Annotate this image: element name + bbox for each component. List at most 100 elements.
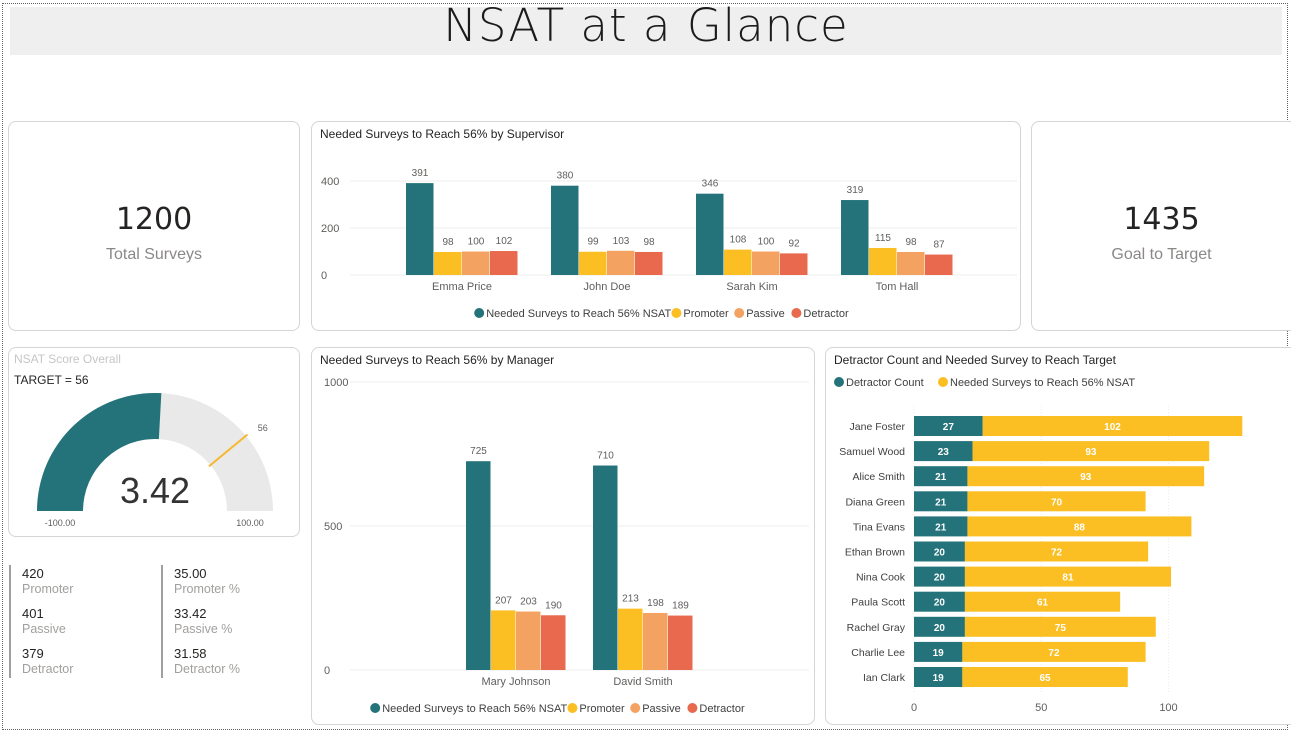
supervisor-chart-title: Needed Surveys to Reach 56% by Superviso… <box>320 127 565 141</box>
detractor-category-label: Diana Green <box>845 496 905 508</box>
manager-chart-card[interactable]: Needed Surveys to Reach 56% by Manager 0… <box>311 347 815 725</box>
manager-legend-passive: Passive <box>642 703 681 715</box>
detractor-bar-needed-surveys-to-reach-56-nsat <box>962 667 1128 687</box>
supervisor-bar-needed-surveys-to-reach-56-nsat <box>551 185 579 275</box>
detractor-bar-detractor-count <box>914 566 965 587</box>
detractor-count-label: Detractor <box>22 662 74 676</box>
supervisor-y-tick: 0 <box>321 270 327 282</box>
detractor-bar-needed-surveys-to-reach-56-nsat <box>962 641 1146 662</box>
nsat-gauge-card[interactable]: NSAT Score Overall TARGET = 56 56 3.42 -10… <box>8 347 300 537</box>
supervisor-data-label: 102 <box>496 236 513 247</box>
gauge-min-label: -100.00 <box>45 518 76 528</box>
manager-category-label: Mary Johnson <box>481 676 550 688</box>
detractor-category-label: Jane Foster <box>850 421 906 433</box>
total-surveys-card[interactable]: 1200 Total Surveys <box>8 121 300 331</box>
detractor-data-label: 72 <box>1051 548 1063 559</box>
detractor-category-label: Nina Cook <box>856 572 906 584</box>
detractor-bar-detractor-count <box>914 616 965 637</box>
detractor-data-label: 70 <box>1051 497 1063 508</box>
manager-data-label: 190 <box>545 600 562 611</box>
supervisor-bar-passive <box>607 250 635 275</box>
manager-bar-promoter <box>618 608 643 670</box>
detractor-chart-card[interactable]: Detractor Count and Needed Survey to Rea… <box>825 347 1291 725</box>
supervisor-legend-needed-surveys-to-reach-56-nsat: Needed Surveys to Reach 56% NSAT <box>486 308 671 320</box>
supervisor-data-label: 100 <box>758 237 775 248</box>
supervisor-bar-promoter <box>434 251 462 275</box>
supervisor-data-label: 92 <box>788 238 800 249</box>
passive-count: 401 <box>22 606 44 621</box>
passive-percent: 33.42 <box>174 606 207 621</box>
supervisor-category-label: John Doe <box>583 281 630 293</box>
supervisor-data-label: 98 <box>442 237 454 248</box>
gauge-target-text: TARGET = 56 <box>14 373 89 387</box>
stats-column-right: 35.00 Promoter % 33.42 Passive % 31.58 D… <box>174 566 240 686</box>
supervisor-bar-detractor <box>780 253 808 275</box>
detractor-category-label: Samuel Wood <box>839 446 905 458</box>
goal-to-target-card[interactable]: 1435 Goal to Target <box>1031 121 1291 331</box>
manager-data-label: 213 <box>622 594 639 605</box>
detractor-bar-needed-surveys-to-reach-56-nsat <box>967 466 1205 487</box>
detractor-data-label: 23 <box>938 447 950 458</box>
detractor-data-label: 21 <box>935 497 947 508</box>
manager-legend-marker-needed-surveys-to-reach-56-nsat <box>370 703 381 713</box>
supervisor-legend-marker-promoter <box>671 308 682 318</box>
manager-data-label: 189 <box>672 601 689 612</box>
detractor-data-label: 19 <box>933 648 945 659</box>
manager-data-label: 725 <box>470 446 487 457</box>
detractor-data-label: 27 <box>943 422 955 433</box>
detractor-data-label: 72 <box>1048 648 1060 659</box>
detractor-chart-title: Detractor Count and Needed Survey to Rea… <box>834 353 1116 367</box>
stats-column-left: 420 Promoter 401 Passive 379 Detractor <box>22 566 73 686</box>
supervisor-category-label: Emma Price <box>432 281 492 293</box>
goal-to-target-label: Goal to Target <box>1111 246 1212 263</box>
detractor-legend-needed-surveys-to-reach-56-nsat: Needed Surveys to Reach 56% NSAT <box>950 377 1135 389</box>
supervisor-bar-chart: 0 200 400 391 98 100 102 Emma Price 380 99 103 98 Jo… <box>321 168 1017 320</box>
detractor-x-tick: 0 <box>911 702 917 714</box>
supervisor-data-label: 98 <box>643 237 655 248</box>
detractor-bar-detractor-count <box>914 491 968 512</box>
gauge-value: 3.42 <box>120 470 190 511</box>
manager-bar-promoter <box>491 610 516 670</box>
supervisor-bar-promoter <box>724 249 752 275</box>
stats-divider-right <box>161 565 163 678</box>
passive-percent-label: Passive % <box>174 622 233 636</box>
supervisor-data-label: 99 <box>587 237 599 248</box>
detractor-data-label: 20 <box>934 598 946 609</box>
supervisor-category-label: Sarah Kim <box>726 281 777 293</box>
detractor-data-label: 20 <box>934 573 946 584</box>
detractor-bar-needed-surveys-to-reach-56-nsat <box>964 541 1149 562</box>
promoter-count-label: Promoter <box>22 582 74 596</box>
detractor-data-label: 102 <box>1104 422 1121 433</box>
detractor-data-label: 61 <box>1037 598 1049 609</box>
detractor-percent-label: Detractor % <box>174 662 240 676</box>
detractor-bar-detractor-count <box>914 641 963 662</box>
manager-data-label: 203 <box>520 597 537 608</box>
supervisor-chart-card[interactable]: Needed Surveys to Reach 56% by Superviso… <box>311 121 1021 331</box>
detractor-legend-marker-needed-surveys-to-reach-56-nsat <box>938 377 948 387</box>
supervisor-legend-promoter: Promoter <box>683 308 729 320</box>
supervisor-legend-marker-passive <box>734 308 745 318</box>
supervisor-bar-needed-surveys-to-reach-56-nsat <box>841 200 869 275</box>
supervisor-bar-passive <box>897 251 925 275</box>
detractor-legend-detractor-count: Detractor Count <box>846 377 924 389</box>
supervisor-bar-needed-surveys-to-reach-56-nsat <box>406 183 434 275</box>
supervisor-bar-detractor <box>925 254 953 275</box>
detractor-bar-detractor-count <box>914 667 963 687</box>
detractor-stacked-bar-chart: 0 50 100 Jane Foster 27 102 Samuel Wood 23 93 Ali… <box>834 377 1243 714</box>
supervisor-data-label: 100 <box>468 237 485 248</box>
supervisor-data-label: 108 <box>730 235 747 246</box>
page-title: NSAT at a Glance <box>443 0 849 52</box>
supervisor-bar-passive <box>462 251 490 275</box>
detractor-x-tick: 100 <box>1159 702 1177 714</box>
manager-bar-needed-surveys-to-reach-56-nsat <box>593 465 618 670</box>
stats-divider-left <box>9 565 11 678</box>
supervisor-bar-promoter <box>579 251 607 275</box>
gauge-target-label: 56 <box>258 423 268 433</box>
gauge-title: NSAT Score Overall <box>14 352 121 366</box>
supervisor-legend-marker-detractor <box>791 308 802 318</box>
manager-legend-marker-promoter <box>567 703 578 713</box>
manager-bar-detractor <box>668 615 693 670</box>
detractor-data-label: 65 <box>1040 673 1052 684</box>
supervisor-bar-detractor <box>635 251 663 275</box>
goal-to-target-value: 1435 <box>1123 202 1200 237</box>
